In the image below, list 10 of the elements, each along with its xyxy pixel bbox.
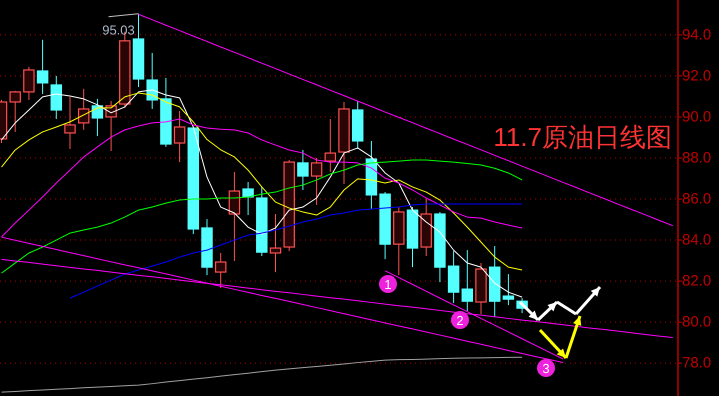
annotation: 2 [451,311,469,329]
annotation: 3 [537,359,555,377]
title: 11.7原油日线图 [493,122,672,152]
annotation: 1 [379,275,397,293]
annotation: 3 [542,361,550,376]
y-tick-label: 88.0 [682,149,712,166]
annotation: 95.03 [102,22,135,38]
annotation: 1 [384,277,392,292]
annotation: 2 [456,313,464,328]
annotation: 95.03 [102,13,139,38]
